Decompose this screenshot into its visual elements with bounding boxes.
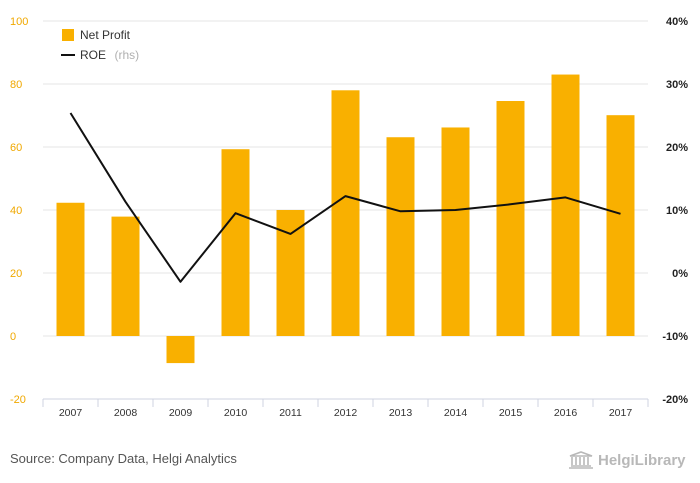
right-tick-label: 40%: [666, 16, 688, 28]
left-axis: -20 0 20 40 60 80 100: [10, 16, 28, 406]
x-tick-label: 2017: [609, 407, 633, 419]
left-tick-label: 100: [10, 16, 28, 28]
bar-2011: [276, 210, 305, 336]
left-tick-label: 40: [10, 205, 22, 217]
right-tick-label: 30%: [666, 79, 688, 91]
x-tick-label: 2011: [279, 407, 302, 419]
legend-label-net-profit: Net Profit: [80, 28, 131, 42]
x-tick-label: 2009: [169, 407, 193, 419]
x-tick-label: 2014: [444, 407, 468, 419]
bar-2017: [606, 115, 635, 336]
x-tick-label: 2008: [114, 407, 138, 419]
right-tick-label: -20%: [662, 394, 688, 406]
x-tick-label: 2016: [554, 407, 578, 419]
bar-2012: [331, 90, 360, 336]
legend: Net Profit ROE (rhs): [61, 28, 139, 63]
left-tick-label: 0: [10, 331, 16, 343]
legend-swatch-net-profit: [62, 29, 74, 41]
x-tick-label: 2007: [59, 407, 83, 419]
bar-2009: [166, 336, 195, 364]
x-axis: 2007 2008 2009 2010 2011 2012 2013 2014 2015 2016…: [42, 398, 649, 419]
library-building-icon: [569, 451, 593, 469]
legend-roe-suffix: (rhs): [114, 48, 139, 62]
helgi-library-logo: HelgiLibrary: [568, 449, 686, 471]
roe-line: [69, 112, 621, 283]
net-profit-bars: [56, 74, 635, 364]
right-axis: -20% -10% 0% 10% 20% 30% 40%: [662, 16, 688, 406]
right-tick-label: 0%: [672, 268, 688, 280]
right-tick-label: 10%: [666, 205, 688, 217]
bar-2015: [496, 101, 525, 336]
right-tick-label: -10%: [662, 331, 688, 343]
left-tick-label: 80: [10, 79, 22, 91]
x-tick-label: 2012: [334, 407, 358, 419]
legend-roe-name: ROE: [80, 48, 106, 62]
roe-line-path: [69, 112, 621, 283]
bar-2016: [551, 74, 580, 337]
bar-2010: [221, 149, 250, 336]
left-tick-label: -20: [10, 394, 26, 406]
right-tick-label: 20%: [666, 142, 688, 154]
left-tick-label: 60: [10, 142, 22, 154]
x-tick-label: 2015: [499, 407, 523, 419]
left-tick-label: 20: [10, 268, 22, 280]
bar-2013: [386, 137, 415, 336]
x-tick-label: 2010: [224, 407, 248, 419]
bar-2007: [56, 202, 85, 336]
x-tick-label: 2013: [389, 407, 413, 419]
legend-label-roe: ROE (rhs): [80, 46, 139, 63]
bar-2014: [441, 127, 470, 336]
brand-text: HelgiLibrary: [598, 451, 686, 469]
bar-2008: [111, 216, 140, 336]
source-note: Source: Company Data, Helgi Analytics: [10, 451, 237, 466]
